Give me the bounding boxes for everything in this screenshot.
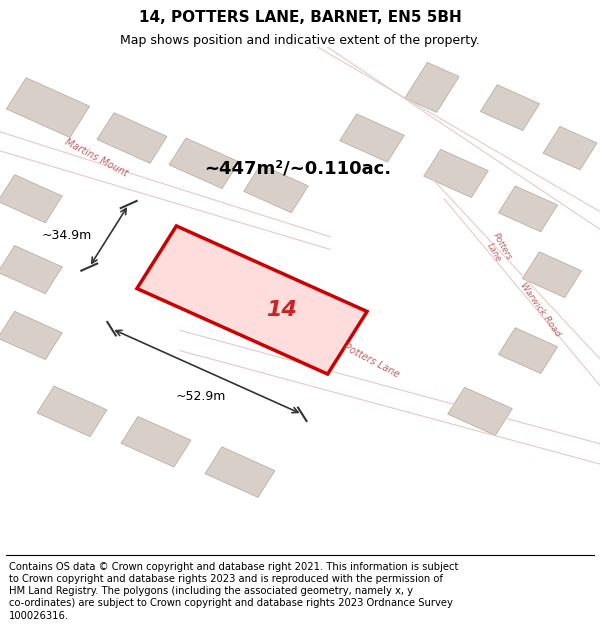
Polygon shape — [169, 138, 239, 189]
Polygon shape — [244, 164, 308, 212]
Polygon shape — [405, 62, 459, 112]
Text: 14, POTTERS LANE, BARNET, EN5 5BH: 14, POTTERS LANE, BARNET, EN5 5BH — [139, 10, 461, 25]
Polygon shape — [340, 114, 404, 162]
Text: co-ordinates) are subject to Crown copyright and database rights 2023 Ordnance S: co-ordinates) are subject to Crown copyr… — [9, 598, 453, 608]
Polygon shape — [137, 226, 367, 374]
Text: to Crown copyright and database rights 2023 and is reproduced with the permissio: to Crown copyright and database rights 2… — [9, 574, 443, 584]
Polygon shape — [543, 126, 597, 170]
Text: Martins Mount: Martins Mount — [63, 138, 129, 179]
Polygon shape — [0, 52, 94, 406]
Polygon shape — [0, 174, 62, 223]
Polygon shape — [0, 311, 62, 359]
Polygon shape — [205, 447, 275, 498]
Text: ~52.9m: ~52.9m — [176, 391, 226, 403]
Polygon shape — [499, 186, 557, 232]
Polygon shape — [523, 252, 581, 298]
Text: ~34.9m: ~34.9m — [42, 229, 92, 242]
Polygon shape — [97, 112, 167, 163]
Polygon shape — [411, 175, 600, 415]
Text: Potters
Lane: Potters Lane — [482, 232, 514, 267]
Polygon shape — [424, 149, 488, 198]
Text: Contains OS data © Crown copyright and database right 2021. This information is : Contains OS data © Crown copyright and d… — [9, 562, 458, 572]
Text: Warwick Road: Warwick Road — [518, 281, 562, 339]
Polygon shape — [0, 294, 194, 458]
Polygon shape — [0, 246, 62, 294]
Text: Map shows position and indicative extent of the property.: Map shows position and indicative extent… — [120, 34, 480, 47]
Polygon shape — [448, 388, 512, 436]
Polygon shape — [499, 328, 557, 374]
Polygon shape — [50, 424, 340, 561]
Text: Potters Lane: Potters Lane — [343, 342, 401, 379]
Polygon shape — [286, 21, 600, 255]
Text: ~447m²/~0.110ac.: ~447m²/~0.110ac. — [204, 159, 391, 177]
Text: 100026316.: 100026316. — [9, 611, 69, 621]
Polygon shape — [0, 97, 342, 276]
Polygon shape — [0, 44, 252, 222]
Polygon shape — [37, 386, 107, 437]
Text: HM Land Registry. The polygons (including the associated geometry, namely x, y: HM Land Registry. The polygons (includin… — [9, 586, 413, 596]
Polygon shape — [121, 416, 191, 467]
Text: 14: 14 — [266, 300, 298, 320]
Polygon shape — [170, 314, 600, 489]
Polygon shape — [481, 85, 539, 131]
Polygon shape — [7, 78, 89, 138]
